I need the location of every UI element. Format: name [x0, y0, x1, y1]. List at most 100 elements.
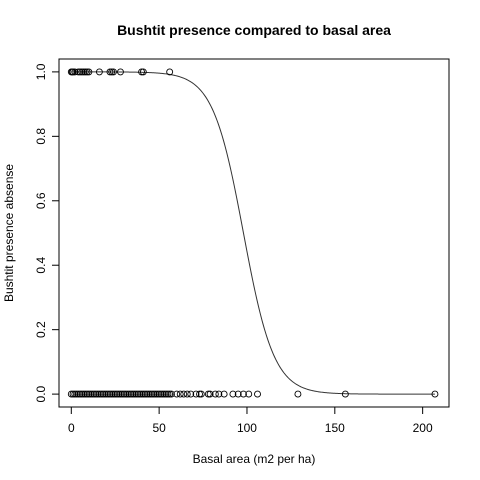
- data-point-present: [76, 68, 84, 76]
- data-point-present: [83, 68, 91, 76]
- y-tick-label: 0.6: [34, 192, 48, 209]
- data-point-absent: [110, 390, 117, 398]
- data-point-present: [69, 68, 77, 76]
- data-point-absent: [101, 390, 109, 398]
- data-point-absent: [78, 390, 86, 398]
- data-point-absent: [87, 390, 95, 398]
- data-point-absent: [183, 390, 191, 398]
- data-point-absent: [146, 390, 154, 398]
- data-point-absent: [155, 390, 163, 398]
- data-point-absent: [153, 390, 161, 398]
- data-point-present: [80, 68, 88, 76]
- data-point-absent: [76, 390, 84, 398]
- fitted-logistic-curve: [71, 71, 435, 395]
- data-point-absent: [215, 390, 223, 398]
- data-point-present: [138, 68, 146, 76]
- x-tick-label: 100: [237, 421, 257, 435]
- data-point-present: [74, 68, 82, 76]
- data-point-absent: [187, 390, 195, 398]
- x-tick-label: 0: [68, 421, 75, 435]
- data-point-absent: [341, 390, 349, 398]
- data-point-absent: [167, 390, 175, 398]
- x-axis-label: Basal area (m2 per ha): [193, 452, 316, 466]
- data-point-absent: [117, 390, 124, 398]
- data-point-absent: [118, 390, 126, 398]
- data-point-absent: [134, 390, 142, 398]
- y-axis-label: Bushtit presence absense: [2, 164, 16, 302]
- data-point-absent: [229, 390, 237, 398]
- data-point-present: [117, 68, 124, 76]
- data-point-absent: [132, 390, 140, 398]
- data-point-absent: [254, 390, 261, 398]
- y-tick-label: 0.4: [34, 257, 48, 274]
- data-point-present: [110, 68, 117, 76]
- data-point-absent: [176, 390, 184, 398]
- data-point-absent: [152, 390, 160, 398]
- data-point-absent: [90, 390, 98, 398]
- data-point-absent: [204, 390, 212, 398]
- data-point-absent: [129, 390, 137, 398]
- data-point-absent: [111, 390, 119, 398]
- data-point-absent: [102, 390, 110, 398]
- x-tick-label: 150: [325, 421, 345, 435]
- data-point-absent: [196, 390, 203, 398]
- data-point-absent: [88, 390, 96, 398]
- x-axis: 0 50 100 150 200: [68, 406, 433, 435]
- data-point-absent: [139, 390, 147, 398]
- data-point-absent: [74, 390, 82, 398]
- data-point-absent: [192, 390, 200, 398]
- data-point-absent: [157, 390, 165, 398]
- data-point-absent: [240, 390, 247, 398]
- y-tick-label: 0.8: [34, 128, 48, 145]
- data-point-present: [166, 68, 174, 76]
- data-point-absent: [160, 390, 168, 398]
- data-point-absent: [148, 390, 156, 398]
- data-point-absent: [69, 390, 77, 398]
- data-point-absent: [180, 390, 188, 398]
- data-point-absent: [162, 390, 170, 398]
- data-point-present: [106, 68, 114, 76]
- plot-frame: [58, 58, 450, 408]
- data-point-absent: [120, 390, 128, 398]
- data-point-absent: [67, 390, 75, 398]
- data-point-present: [139, 68, 147, 76]
- y-tick-label: 0.0: [34, 385, 48, 402]
- data-point-absent: [159, 390, 167, 398]
- data-point-present: [71, 68, 79, 76]
- data-point-absent: [211, 390, 219, 398]
- chart-title: Bushtit presence compared to basal area: [117, 22, 391, 38]
- data-point-absent: [81, 390, 89, 398]
- data-point-absent: [294, 390, 302, 398]
- data-point-absent: [125, 390, 133, 398]
- y-axis: 0.0 0.2 0.4 0.6 0.8 1.0: [34, 63, 60, 402]
- data-point-present: [95, 68, 103, 76]
- data-point-absent: [143, 390, 151, 398]
- data-point-absent: [95, 390, 103, 398]
- data-point-absent: [104, 390, 112, 398]
- data-point-absent: [145, 390, 153, 398]
- data-point-absent: [150, 390, 158, 398]
- data-point-absent: [106, 390, 114, 398]
- data-point-absent: [136, 390, 144, 398]
- data-point-present: [85, 68, 93, 76]
- data-point-absent: [115, 390, 123, 398]
- data-point-absent: [127, 390, 135, 398]
- data-point-present: [78, 68, 86, 76]
- data-point-absent: [73, 390, 81, 398]
- data-point-absent: [431, 390, 439, 398]
- data-point-absent: [234, 390, 242, 398]
- data-point-absent: [71, 390, 79, 398]
- data-point-absent: [85, 390, 93, 398]
- data-point-absent: [113, 390, 121, 398]
- x-tick-label: 200: [413, 421, 433, 435]
- data-point-absent: [131, 390, 138, 398]
- y-tick-label: 0.2: [34, 321, 48, 338]
- data-point-absent: [122, 390, 130, 398]
- data-point-absent: [97, 390, 105, 398]
- data-point-present: [81, 68, 89, 76]
- data-point-absent: [164, 390, 172, 398]
- data-point-absent: [94, 390, 102, 398]
- data-point-absent: [141, 390, 149, 398]
- data-point-absent: [124, 390, 131, 398]
